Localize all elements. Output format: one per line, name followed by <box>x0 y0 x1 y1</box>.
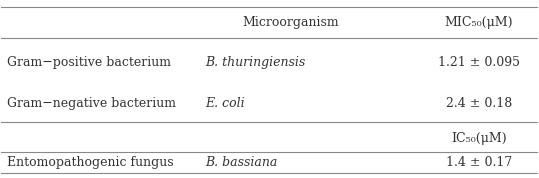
Text: E. coli: E. coli <box>205 96 245 109</box>
Text: B. thuringiensis: B. thuringiensis <box>205 56 306 69</box>
Text: Entomopathogenic fungus: Entomopathogenic fungus <box>7 156 174 169</box>
Text: Gram−positive bacterium: Gram−positive bacterium <box>7 56 171 69</box>
Text: 1.21 ± 0.095: 1.21 ± 0.095 <box>438 56 520 69</box>
Text: 1.4 ± 0.17: 1.4 ± 0.17 <box>446 156 512 169</box>
Text: B. bassiana: B. bassiana <box>205 156 278 169</box>
Text: Gram−negative bacterium: Gram−negative bacterium <box>7 96 176 109</box>
Text: 2.4 ± 0.18: 2.4 ± 0.18 <box>446 96 512 109</box>
Text: Microorganism: Microorganism <box>243 16 339 29</box>
Text: MIC₅₀(μM): MIC₅₀(μM) <box>444 16 513 29</box>
Text: IC₅₀(μM): IC₅₀(μM) <box>451 132 507 145</box>
